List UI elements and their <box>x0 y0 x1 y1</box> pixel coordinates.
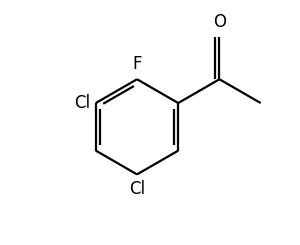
Text: Cl: Cl <box>74 94 90 112</box>
Text: F: F <box>132 55 142 73</box>
Text: Cl: Cl <box>129 181 145 198</box>
Text: O: O <box>213 13 226 31</box>
